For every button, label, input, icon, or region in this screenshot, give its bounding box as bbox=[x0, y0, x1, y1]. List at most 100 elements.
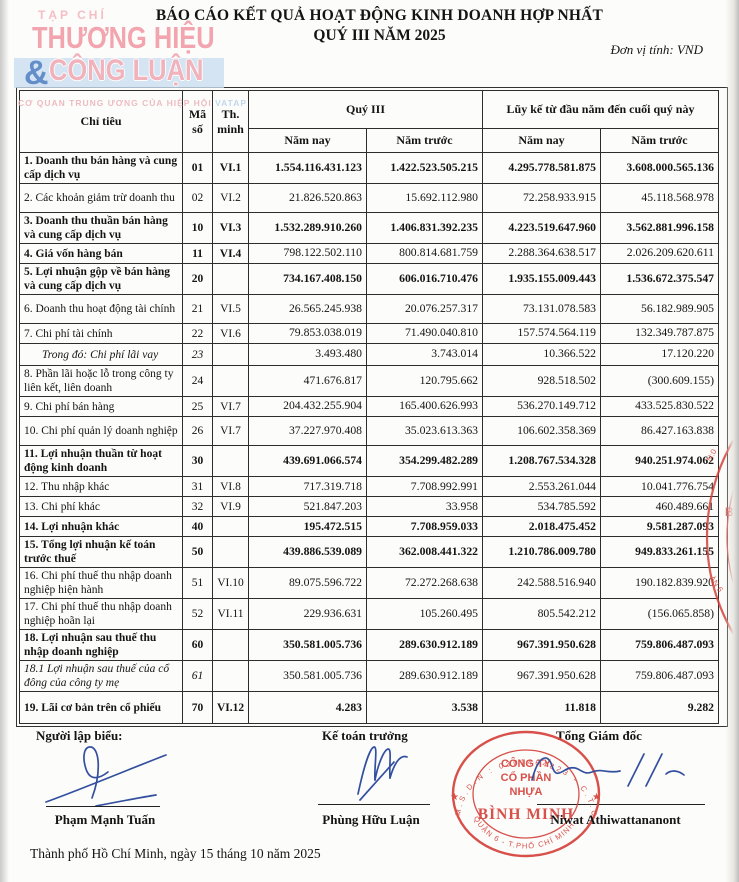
row-value: 798.122.502.110 bbox=[248, 243, 367, 265]
row-label: 12. Thu nhập khác bbox=[19, 476, 183, 498]
col-header-ytd-current: Năm nay bbox=[482, 128, 601, 153]
row-value: 165.400.626.993 bbox=[366, 396, 483, 418]
director-name: Niwat Athiwattananont bbox=[550, 812, 681, 827]
row-value: 9.282 bbox=[599, 691, 720, 725]
row-value: 195.472.515 bbox=[248, 516, 367, 538]
row-code: 51 bbox=[182, 567, 213, 600]
table-row: 15. Tổng lợi nhuận kế toán trước thuế 50 4… bbox=[19, 536, 720, 569]
row-code: 10 bbox=[182, 212, 213, 245]
row-note: VI.5 bbox=[212, 294, 249, 325]
row-value: 157.574.564.119 bbox=[482, 323, 601, 345]
row-value: 4.283 bbox=[248, 691, 367, 725]
row-value: 949.833.261.155 bbox=[599, 536, 720, 569]
row-value: 3.493.480 bbox=[248, 343, 367, 367]
scan-edge-left bbox=[0, 0, 9, 882]
row-label: 1. Doanh thu bán hàng và cung cấp dịch v… bbox=[19, 151, 183, 185]
table-row: 18. Lợi nhuận sau thuế thu nhập doanh ng… bbox=[19, 629, 720, 662]
row-value: 4.295.778.581.875 bbox=[482, 151, 601, 185]
row-value: 734.167.408.150 bbox=[248, 263, 367, 296]
row-label: 8. Phần lãi hoặc lỗ trong công ty liên k… bbox=[19, 365, 183, 398]
row-value: 759.806.487.093 bbox=[599, 660, 720, 693]
row-value: 2.288.364.638.517 bbox=[482, 243, 601, 265]
row-value: 460.489.661 bbox=[599, 496, 720, 518]
stamp-star-right: ★ bbox=[592, 792, 601, 803]
row-value: 204.432.255.904 bbox=[248, 396, 367, 418]
row-label: 11. Lợi nhuận thuần từ hoạt động kinh do… bbox=[19, 445, 183, 478]
table-row: 19. Lãi cơ bản trên cổ phiếu 70 VI.12 4.283… bbox=[19, 691, 720, 725]
row-value: 10.366.522 bbox=[482, 343, 601, 367]
row-value: 4.223.519.647.960 bbox=[482, 212, 601, 245]
report-title-line2: QUÝ III NĂM 2025 bbox=[313, 27, 446, 44]
row-value: 967.391.950.628 bbox=[482, 660, 601, 693]
row-label: 6. Doanh thu hoạt động tài chính bbox=[19, 294, 183, 325]
row-value: 11.818 bbox=[482, 691, 601, 725]
row-note: VI.7 bbox=[212, 416, 249, 447]
table-row: 9. Chi phí bán hàng 25 VI.7 204.432.255.904… bbox=[19, 396, 720, 418]
table-row: 7. Chi phí tài chính 22 VI.6 79.853.038.019… bbox=[19, 323, 720, 345]
row-note bbox=[212, 343, 249, 367]
row-value: 1.422.523.505.215 bbox=[366, 151, 483, 185]
table-row: 13. Chi phí khác 32 VI.9 521.847.203 33.958 5… bbox=[19, 496, 720, 518]
row-note bbox=[212, 536, 249, 569]
row-label: 7. Chi phí tài chính bbox=[19, 323, 183, 345]
table-row: 11. Lợi nhuận thuần từ hoạt động kinh do… bbox=[19, 445, 720, 478]
row-value: 35.023.613.363 bbox=[366, 416, 483, 447]
row-value: 439.886.539.089 bbox=[248, 536, 367, 569]
table-body: 1. Doanh thu bán hàng và cung cấp dịch v… bbox=[19, 151, 720, 725]
table-row: 2. Các khoản giảm trừ doanh thu 02 VI.2 21.… bbox=[19, 183, 720, 214]
row-note: VI.11 bbox=[212, 598, 249, 631]
table-row: 18.1 Lợi nhuận sau thuế của cổ đông của … bbox=[19, 660, 720, 693]
row-value: 1.935.155.009.443 bbox=[482, 263, 601, 296]
accountant-signature bbox=[357, 746, 408, 801]
table-row: 17. Chi phí thuế thu nhập doanh nghiệp h… bbox=[19, 598, 720, 631]
row-code: 70 bbox=[182, 691, 213, 725]
income-statement-table: Chỉ tiêu Mã số Th. minh Quý III Lũy kế t… bbox=[19, 90, 720, 725]
row-code: 61 bbox=[182, 660, 213, 693]
row-value: 471.676.817 bbox=[248, 365, 367, 398]
currency-unit-note: Đơn vị tính: VND bbox=[610, 42, 703, 57]
row-value: 289.630.912.189 bbox=[366, 629, 483, 662]
row-value: 536.270.149.712 bbox=[482, 396, 601, 418]
row-value: 350.581.005.736 bbox=[248, 660, 367, 693]
row-label: 15. Tổng lợi nhuận kế toán trước thuế bbox=[19, 536, 183, 569]
row-value: 7.708.992.991 bbox=[366, 476, 483, 498]
row-label: 5. Lợi nhuận gộp về bán hàng và cung cấp… bbox=[19, 263, 183, 296]
row-value: 717.319.718 bbox=[248, 476, 367, 498]
table-row: 16. Chi phí thuế thu nhập doanh nghiệp h… bbox=[19, 567, 720, 600]
row-label: 13. Chi phí khác bbox=[19, 496, 183, 518]
preparer-signature bbox=[45, 746, 167, 806]
row-note: VI.8 bbox=[212, 476, 249, 498]
row-value: 106.602.358.369 bbox=[482, 416, 601, 447]
stamp-brand-name: BÌNH MINH bbox=[478, 806, 574, 823]
row-note: VI.7 bbox=[212, 396, 249, 418]
row-note bbox=[212, 629, 249, 662]
col-group-quarter: Quý III bbox=[248, 90, 483, 129]
row-note: VI.12 bbox=[212, 691, 249, 725]
row-value: 105.260.495 bbox=[366, 598, 483, 631]
table-row: 8. Phần lãi hoặc lỗ trong công ty liên k… bbox=[19, 365, 720, 398]
row-value: 534.785.592 bbox=[482, 496, 601, 518]
watermark-band bbox=[14, 58, 224, 88]
director-signature bbox=[531, 753, 685, 787]
row-value: 1.208.767.534.328 bbox=[482, 445, 601, 478]
row-code: 11 bbox=[182, 243, 213, 265]
row-value: 362.008.441.322 bbox=[366, 536, 483, 569]
row-code: 24 bbox=[182, 365, 213, 398]
chief-accountant-label: Kế toán trưởng bbox=[322, 728, 408, 743]
report-title-line1: BÁO CÁO KẾT QUẢ HOẠT ĐỘNG KINH DOANH HỢP… bbox=[155, 7, 604, 24]
col-header-ytd-prior: Năm trước bbox=[599, 128, 720, 153]
accountant-name: Phùng Hữu Luận bbox=[322, 812, 420, 827]
col-header-q3-prior: Năm trước bbox=[366, 128, 483, 153]
row-code: 02 bbox=[182, 183, 213, 214]
row-value: 3.743.014 bbox=[366, 343, 483, 367]
row-note bbox=[212, 365, 249, 398]
row-value: 26.565.245.938 bbox=[248, 294, 367, 325]
col-header-code: Mã số bbox=[182, 90, 213, 153]
table-row: 10. Chi phí quản lý doanh nghiệp 26 VI.7 37… bbox=[19, 416, 720, 447]
row-value: 73.131.078.583 bbox=[482, 294, 601, 325]
row-note: VI.2 bbox=[212, 183, 249, 214]
row-value: 71.490.040.810 bbox=[366, 323, 483, 345]
row-value: 521.847.203 bbox=[248, 496, 367, 518]
row-code: 50 bbox=[182, 536, 213, 569]
